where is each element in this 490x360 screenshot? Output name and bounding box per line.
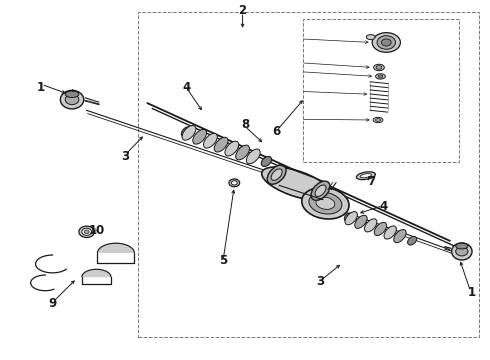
Text: 1: 1 [467,286,476,299]
Text: 6: 6 [272,125,281,138]
Ellipse shape [355,215,367,228]
Ellipse shape [372,33,400,52]
Ellipse shape [452,243,472,260]
Ellipse shape [374,64,384,71]
Ellipse shape [344,213,353,221]
Ellipse shape [271,169,282,180]
Ellipse shape [182,126,196,140]
Text: 9: 9 [49,297,57,310]
Text: 3: 3 [317,275,324,288]
Ellipse shape [367,35,375,40]
Text: 2: 2 [239,4,246,17]
Ellipse shape [267,165,286,184]
Ellipse shape [394,230,406,243]
Ellipse shape [193,129,207,144]
Ellipse shape [60,90,84,109]
Ellipse shape [236,145,249,160]
Bar [303,19,460,162]
Ellipse shape [456,247,468,256]
Ellipse shape [408,237,416,245]
Ellipse shape [79,226,95,238]
Ellipse shape [345,212,357,225]
Text: 4: 4 [380,200,388,213]
Ellipse shape [315,185,326,197]
Ellipse shape [373,117,383,123]
Ellipse shape [262,167,331,200]
Polygon shape [98,243,134,252]
Ellipse shape [214,137,228,152]
Ellipse shape [84,230,89,234]
Ellipse shape [376,66,382,69]
Ellipse shape [302,188,349,219]
Ellipse shape [381,39,391,46]
Text: 5: 5 [219,254,227,267]
Ellipse shape [311,181,330,200]
Ellipse shape [374,222,387,235]
Ellipse shape [231,181,237,185]
Ellipse shape [309,192,342,214]
Text: 1: 1 [36,81,45,94]
Text: 3: 3 [122,150,130,163]
Ellipse shape [246,149,260,164]
Ellipse shape [365,219,377,232]
Text: 4: 4 [182,81,191,94]
Text: 7: 7 [368,175,376,188]
Ellipse shape [181,127,192,137]
Ellipse shape [375,74,385,79]
Ellipse shape [65,95,79,105]
Ellipse shape [456,243,468,249]
Ellipse shape [384,226,396,239]
Ellipse shape [261,157,271,166]
Ellipse shape [229,179,240,187]
Polygon shape [82,269,111,276]
Bar [138,12,479,337]
Text: 8: 8 [241,118,249,131]
Ellipse shape [316,197,335,210]
Ellipse shape [377,36,395,49]
Ellipse shape [225,141,239,156]
Ellipse shape [378,75,383,78]
Ellipse shape [360,174,371,178]
Ellipse shape [203,133,217,148]
Ellipse shape [356,172,375,180]
Ellipse shape [375,118,380,121]
Ellipse shape [82,228,92,235]
Text: 10: 10 [88,224,104,237]
Ellipse shape [65,91,79,98]
